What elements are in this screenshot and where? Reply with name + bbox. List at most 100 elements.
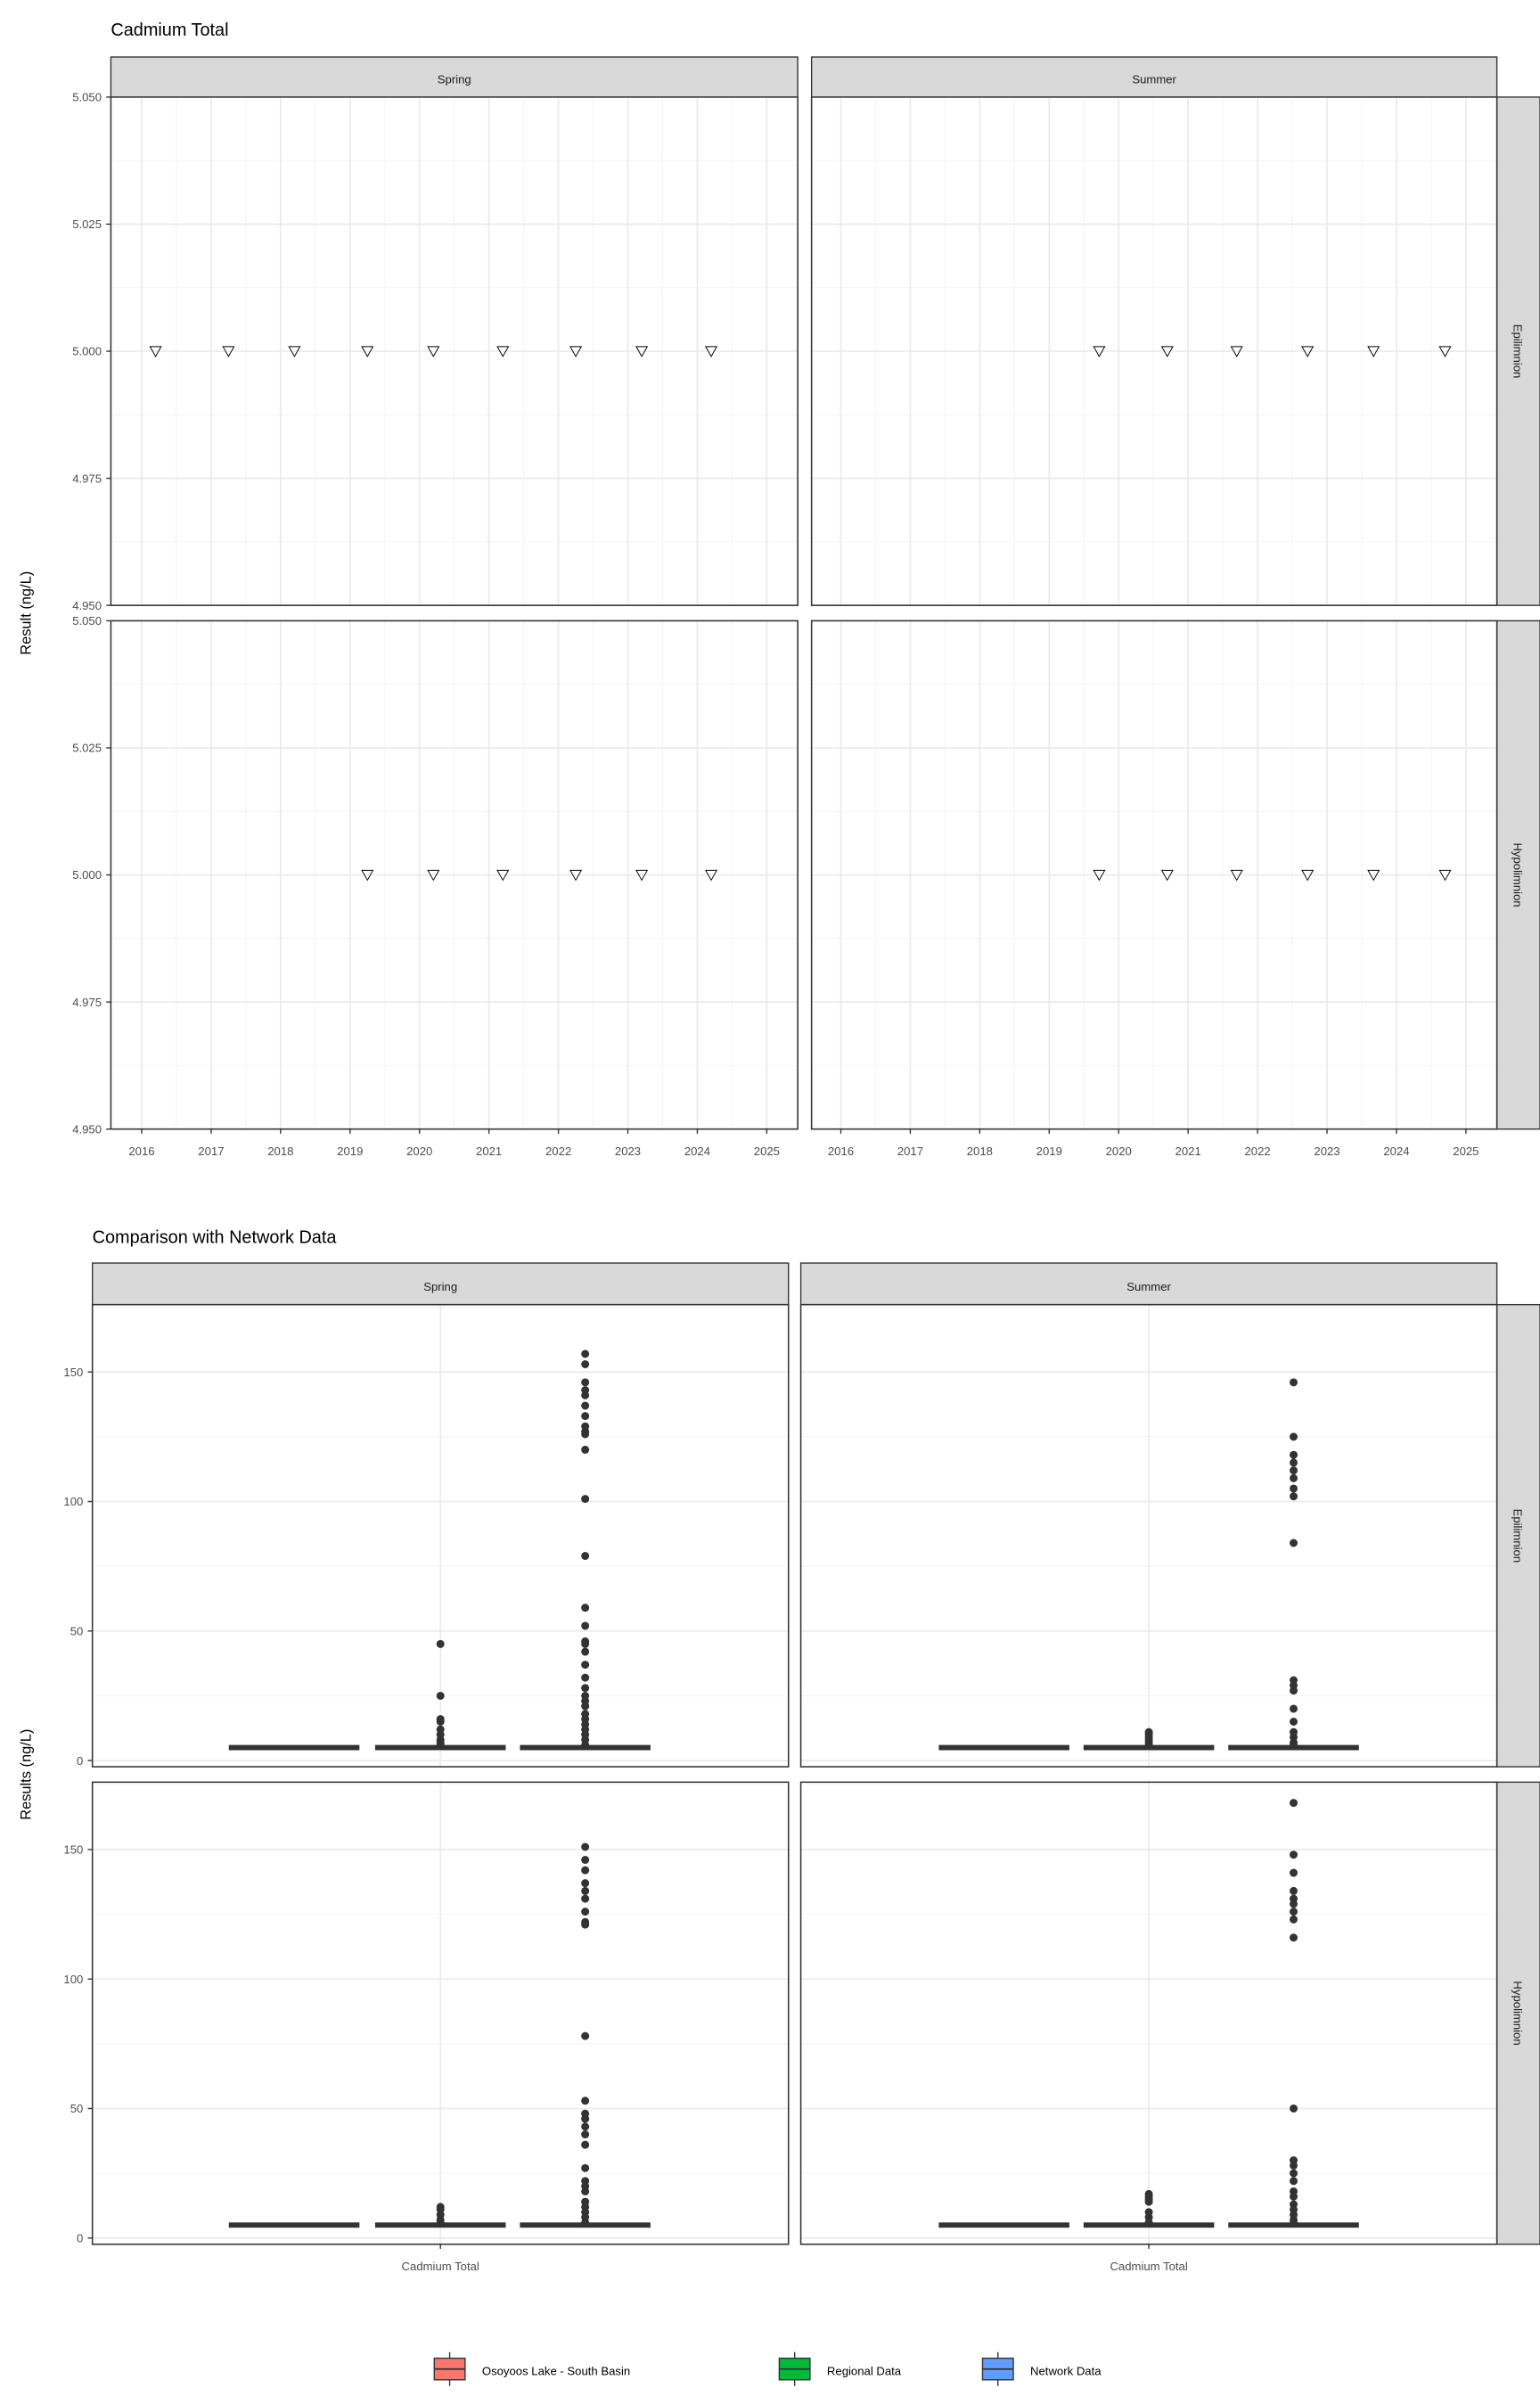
outlier-point: [1144, 2218, 1153, 2227]
outlier-point: [581, 1621, 590, 1630]
outlier-point: [1290, 2104, 1298, 2113]
outlier-point: [1290, 2161, 1298, 2170]
data-point-triangle: [1160, 346, 1174, 357]
data-point-triangle: [1160, 869, 1174, 882]
data-point-triangle: [427, 346, 440, 357]
x-tick-label: 2017: [198, 1145, 224, 1158]
y-tick-label: 100: [63, 1495, 83, 1508]
outlier-point: [1290, 1458, 1298, 1467]
y-tick-label: 0: [77, 2231, 83, 2244]
outlier-point: [581, 2163, 590, 2172]
outlier-point: [581, 1360, 590, 1368]
panel-border: [810, 620, 1498, 1130]
outlier-point: [1290, 1886, 1298, 1895]
data-point-triangle: [1230, 346, 1243, 357]
outlier-point: [1290, 1900, 1298, 1908]
facet-strip-label: Summer: [1132, 72, 1176, 86]
data-point-triangle: [704, 869, 718, 882]
outlier-point: [1290, 2169, 1298, 2178]
x-tick-label: 2024: [684, 1145, 710, 1158]
y-tick-label: 5.000: [72, 345, 102, 358]
outlier-point: [581, 2122, 590, 2131]
outlier-point: [581, 1661, 590, 1670]
outlier-point: [1290, 1378, 1298, 1387]
outlier-point: [1290, 1686, 1298, 1695]
y-axis-title-top: Result (ng/L): [19, 571, 35, 655]
outlier-point: [1290, 1492, 1298, 1501]
facet-strip-label: Spring: [438, 72, 471, 86]
facet-strip-summer: [810, 56, 1498, 98]
outlier-point: [1290, 1484, 1298, 1493]
outlier-point: [1290, 2192, 1298, 2201]
legend: Osoyoos Lake - South Basin Regional Data N…: [433, 2351, 1102, 2386]
panel-border: [91, 1303, 790, 1768]
x-tick-label: 2017: [897, 1145, 923, 1158]
data-point-triangle: [1301, 869, 1315, 882]
facet-strip-epilimnion: [1495, 96, 1540, 606]
data-point-triangle: [496, 346, 510, 357]
legend-item: Osoyoos Lake - South Basin: [433, 2351, 630, 2386]
y-tick-label: 50: [70, 1624, 84, 1637]
x-tick-label: 2021: [1175, 1145, 1201, 1158]
y-tick-label: 5.050: [72, 614, 102, 628]
outlier-point: [581, 1552, 590, 1561]
outlier-point: [1290, 1466, 1298, 1475]
data-point-triangle: [1367, 346, 1380, 357]
y-tick-label: 0: [77, 1754, 83, 1768]
outlier-point: [581, 2130, 590, 2139]
outlier-point: [1290, 1539, 1298, 1547]
outlier-point: [1144, 2197, 1153, 2206]
outlier-point: [581, 1702, 590, 1711]
outlier-point: [581, 1647, 590, 1656]
x-tick-label: 2025: [754, 1145, 780, 1158]
y-tick-label: 4.975: [72, 472, 102, 485]
outlier-point: [1144, 1741, 1153, 1750]
data-point-triangle: [1438, 346, 1452, 357]
y-tick-label: 5.025: [72, 742, 102, 755]
outlier-point: [581, 1639, 590, 1648]
x-tick-label: 2023: [615, 1145, 641, 1158]
outlier-point: [581, 1866, 590, 1875]
data-point-triangle: [1230, 869, 1243, 882]
x-tick-label: 2025: [1453, 1145, 1479, 1158]
x-tick-label: 2016: [828, 1145, 854, 1158]
facet-strip-summer: [799, 1262, 1498, 1306]
outlier-point: [581, 1430, 590, 1439]
outlier-point: [1290, 1741, 1298, 1750]
x-tick-label: 2024: [1383, 1145, 1409, 1158]
panel-summer-epilimnion: [799, 1303, 1498, 1768]
outlier-point: [581, 1908, 590, 1916]
outlier-point: [436, 1741, 445, 1750]
chart-title-bottom: Comparison with Network Data: [93, 1228, 338, 1248]
outlier-point: [1290, 1915, 1298, 1924]
legend-item: Network Data: [981, 2351, 1102, 2386]
outlier-point: [581, 1350, 590, 1358]
y-tick-label: 100: [63, 1973, 83, 1986]
outlier-point: [1290, 1868, 1298, 1877]
y-tick-label: 5.050: [72, 91, 102, 104]
x-tick-label: 2023: [1314, 1145, 1339, 1158]
data-point-triangle: [361, 869, 374, 882]
panel-spring-epilimnion: 0 50 100 150: [63, 1303, 790, 1768]
x-tick-label: 2022: [545, 1145, 571, 1158]
outlier-point: [581, 1842, 590, 1851]
outlier-point: [1290, 1432, 1298, 1441]
facet-strip-label: Epilimnion: [1511, 324, 1525, 379]
x-tick-label: 2018: [267, 1145, 293, 1158]
data-point-triangle: [222, 346, 235, 357]
outlier-point: [581, 2187, 590, 2195]
data-point-triangle: [149, 346, 162, 357]
outlier-point: [581, 1604, 590, 1612]
faceted-box-chart: Spring Summer Epilimnion Hypolimnion 0 50 100 1…: [63, 1262, 1540, 2273]
data-point-triangle: [569, 346, 583, 357]
y-tick-label: 4.950: [72, 599, 102, 612]
outlier-point: [581, 2114, 590, 2123]
outlier-point: [436, 1639, 445, 1648]
outlier-point: [581, 2218, 590, 2227]
data-point-triangle: [1367, 869, 1380, 882]
outlier-point: [581, 1856, 590, 1865]
outlier-point: [581, 1920, 590, 1929]
outlier-point: [1290, 1933, 1298, 1942]
outlier-point: [581, 1401, 590, 1410]
outlier-point: [1290, 1799, 1298, 1808]
